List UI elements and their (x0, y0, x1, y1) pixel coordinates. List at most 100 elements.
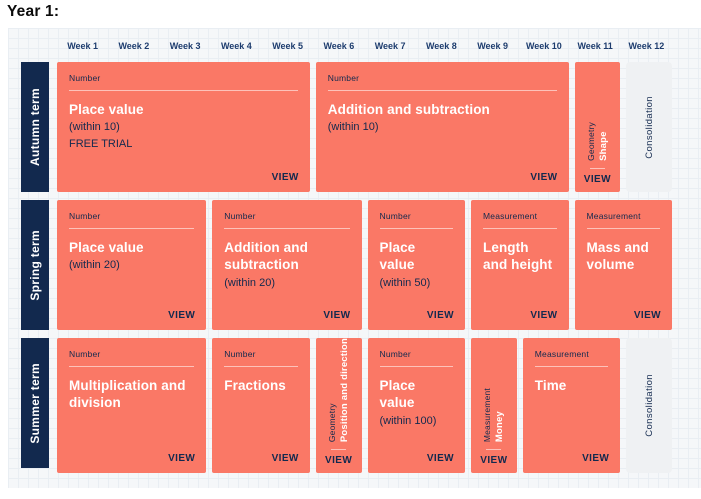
block-title: Multiplication and division (69, 378, 186, 411)
block-title: Position and direction (339, 338, 351, 443)
block-place-value-within-100[interactable]: Number Place value (within 100) VIEW (367, 338, 465, 474)
block-category: Measurement (483, 211, 538, 221)
week-label-4: Week 4 (220, 40, 252, 51)
category-divider (589, 168, 605, 169)
view-link[interactable]: VIEW (271, 172, 299, 183)
block-title: Consolidation (643, 374, 655, 437)
block-subtitle: (within 100) (379, 414, 437, 427)
autumn-blocks: Number Place value (within 10) FREE TRIA… (57, 62, 672, 192)
block-addition-subtraction-within-20[interactable]: Number Addition and subtraction (within … (212, 200, 362, 330)
term-row-spring: Spring term Number Place value (within 2… (21, 200, 701, 330)
block-title: Consolidation (643, 95, 655, 159)
block-place-value-within-20[interactable]: Number Place value (within 20) VIEW (57, 200, 207, 330)
block-title: Mass and volume (586, 240, 649, 273)
block-subtitle: (within 20) (224, 276, 275, 289)
term-label: Spring term (28, 229, 42, 301)
view-link[interactable]: VIEW (426, 310, 454, 321)
view-link[interactable]: VIEW (168, 310, 196, 321)
block-time[interactable]: Measurement Time VIEW (522, 338, 621, 474)
block-title: Place value (379, 378, 416, 411)
block-title: Time (534, 378, 567, 393)
block-title: Shape (597, 131, 609, 161)
week-label-3: Week 3 (169, 40, 201, 51)
block-length-and-height[interactable]: Measurement Length and height VIEW (471, 200, 569, 330)
block-shape[interactable]: Geometry Shape VIEW (574, 62, 621, 192)
view-link[interactable]: VIEW (480, 455, 508, 467)
rotated-text: Measurement Money (480, 388, 507, 442)
block-consolidation-summer: Consolidation (626, 338, 672, 474)
block-category: Number (379, 211, 411, 221)
block-position-and-direction[interactable]: Geometry Position and direction VIEW (315, 338, 362, 474)
term-bar-summer: Summer term (21, 338, 49, 468)
view-link[interactable]: VIEW (530, 172, 558, 183)
view-link[interactable]: VIEW (633, 310, 661, 321)
block-title: Length and height (483, 240, 553, 273)
category-divider (483, 228, 557, 229)
category-divider (331, 449, 347, 451)
block-addition-subtraction-within-10[interactable]: Number Addition and subtraction (within … (315, 62, 569, 192)
category-divider (486, 449, 502, 451)
block-subtitle: (within 10) (327, 121, 379, 134)
block-category: Number (379, 349, 411, 359)
category-divider (69, 366, 195, 367)
block-category: Number (69, 349, 101, 359)
block-category: Number (69, 73, 101, 83)
block-title: Money (494, 411, 506, 443)
term-row-summer: Summer term Number Multiplication and di… (21, 338, 701, 474)
block-fractions[interactable]: Number Fractions VIEW (212, 338, 310, 474)
week-label-7: Week 7 (374, 40, 406, 51)
block-category: Number (224, 211, 256, 221)
term-label: Summer term (28, 362, 42, 444)
week-label-5: Week 5 (272, 40, 304, 51)
rotated-text: Geometry Position and direction (325, 338, 352, 442)
block-category: Number (327, 73, 360, 83)
week-header-row: Week 1 Week 2 Week 3 Week 4 Week 5 Week … (57, 36, 672, 55)
block-free-trial: FREE TRIAL (69, 138, 133, 151)
block-title: Place value (69, 102, 144, 117)
view-link[interactable]: VIEW (168, 453, 196, 465)
view-link[interactable]: VIEW (582, 453, 610, 465)
block-category: Measurement (586, 211, 641, 221)
curriculum-board: Week 1 Week 2 Week 3 Week 4 Week 5 Week … (8, 28, 701, 488)
term-label: Autumn term (28, 88, 42, 166)
block-mass-and-volume[interactable]: Measurement Mass and volume VIEW (574, 200, 672, 330)
category-divider (327, 90, 557, 91)
block-money[interactable]: Measurement Money VIEW (471, 338, 517, 474)
block-title: Addition and subtraction (327, 102, 490, 117)
block-place-value-within-10[interactable]: Number Place value (within 10) FREE TRIA… (57, 62, 310, 192)
category-divider (224, 228, 350, 229)
week-label-12: Week 12 (628, 40, 665, 51)
term-row-autumn: Autumn term Number Place value (within 1… (21, 62, 701, 192)
week-label-6: Week 6 (323, 40, 355, 51)
view-link[interactable]: VIEW (323, 310, 351, 321)
block-category: Geometry (327, 403, 338, 443)
term-bar-autumn: Autumn term (21, 62, 49, 192)
view-link[interactable]: VIEW (530, 310, 558, 321)
view-link[interactable]: VIEW (325, 455, 353, 467)
category-divider (224, 366, 298, 367)
block-multiplication-and-division[interactable]: Number Multiplication and division VIEW (57, 338, 207, 474)
block-title: Addition and subtraction (224, 240, 308, 273)
category-divider (69, 228, 195, 229)
block-category: Measurement (534, 349, 589, 359)
block-subtitle: (within 50) (379, 276, 431, 289)
view-link[interactable]: VIEW (426, 453, 454, 465)
view-link[interactable]: VIEW (271, 453, 299, 465)
block-category: Number (224, 349, 256, 359)
block-title: Place value (379, 240, 416, 273)
week-label-1: Week 1 (67, 40, 99, 51)
category-divider (534, 366, 609, 367)
block-title: Fractions (224, 378, 286, 393)
category-divider (69, 90, 298, 91)
view-link[interactable]: VIEW (583, 174, 611, 185)
rotated-text: Geometry Shape (584, 122, 611, 161)
page-title: Year 1: (7, 3, 60, 20)
term-bar-spring: Spring term (21, 200, 49, 330)
block-place-value-within-50[interactable]: Number Place value (within 50) VIEW (367, 200, 465, 330)
block-subtitle: (within 10) (69, 121, 120, 134)
week-label-9: Week 9 (477, 40, 509, 51)
block-category: Geometry (585, 122, 596, 161)
category-divider (379, 228, 453, 229)
block-subtitle: (within 20) (69, 259, 120, 272)
week-label-11: Week 11 (577, 40, 613, 51)
